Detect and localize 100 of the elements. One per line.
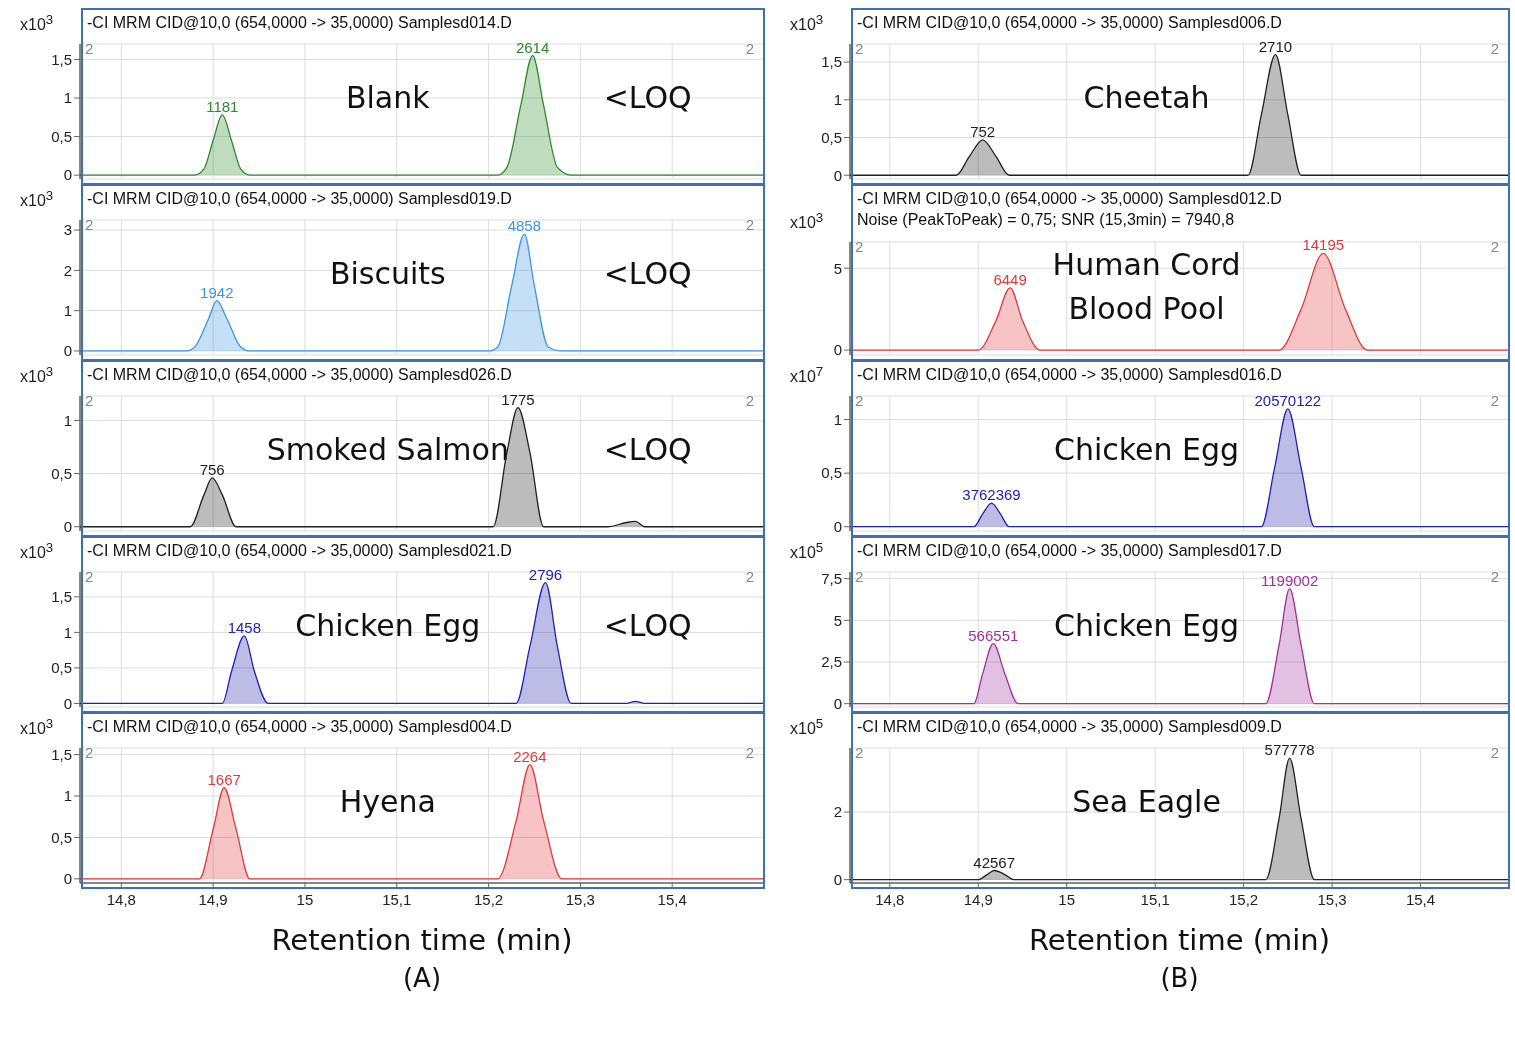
- y-axis-title: x10$^{3}$: [20, 540, 54, 563]
- y-tick-label: 0,5: [51, 464, 72, 482]
- annotation: 1181: [206, 97, 239, 115]
- y-tick-label: 0,5: [51, 659, 72, 677]
- annotation: 14195: [1302, 236, 1345, 254]
- annotation: 2: [745, 216, 754, 233]
- annotation: 2614: [515, 38, 550, 56]
- chart-title: -CI MRM CID@10,0 (654,0000 -> 35,0000) Samplesd019.D: [87, 189, 512, 209]
- y-tick-label: 2,5: [821, 653, 842, 671]
- x-axis-title: Retention time (min): [270, 923, 574, 957]
- annotation: 2: [85, 568, 94, 585]
- annotation: 2: [745, 568, 754, 585]
- y-tick-label: 7,5: [821, 569, 842, 587]
- annotation: 1775: [501, 390, 535, 408]
- y-axis-title: x10$^{5}$: [790, 716, 824, 739]
- x-tick-label: 15,1: [382, 891, 412, 908]
- y-tick-label: 0,5: [51, 127, 72, 145]
- y-tick-label: 0,5: [821, 128, 842, 146]
- annotation: 2: [85, 216, 94, 233]
- x-tick-label: 15,4: [657, 891, 687, 908]
- chart-title: -CI MRM CID@10,0 (654,0000 -> 35,0000) Samplesd006.D: [857, 13, 1282, 33]
- annotation: 1199002: [1260, 571, 1319, 589]
- x-tick-label: 15,3: [1317, 891, 1347, 908]
- annotation: 756: [199, 460, 225, 478]
- annotation: Chicken Egg: [295, 607, 481, 645]
- y-tick-label: 1: [63, 302, 72, 319]
- x-tick-label: 15,2: [1229, 891, 1259, 908]
- annotation: 2: [855, 744, 864, 761]
- y-tick-label: 1: [63, 623, 72, 641]
- x-tick-label: 15: [1058, 891, 1076, 908]
- x-axis-title: Retention time (min): [1027, 923, 1332, 957]
- annotation: 2: [855, 392, 864, 409]
- x-tick-label: 15,1: [1140, 891, 1170, 908]
- annotation: Chicken Egg: [1053, 607, 1240, 645]
- x-tick-label: 14,9: [198, 891, 228, 908]
- y-tick-label: 1,5: [51, 745, 72, 763]
- y-tick-label: 1,5: [821, 53, 842, 71]
- annotation: 2: [85, 392, 94, 409]
- annotation: Cheetah: [1083, 79, 1210, 117]
- chart-title: -CI MRM CID@10,0 (654,0000 -> 35,0000) Samplesd017.D: [857, 541, 1282, 561]
- annotation: 2710: [1258, 37, 1293, 55]
- y-tick-label: 2: [833, 803, 842, 821]
- annotation: 2: [1490, 40, 1499, 57]
- chart-title: -CI MRM CID@10,0 (654,0000 -> 35,0000) Samplesd014.D: [87, 13, 512, 33]
- y-axis-title: x10$^{5}$: [790, 540, 824, 563]
- x-tick-label: 14,8: [875, 891, 905, 908]
- y-tick-label: 1,5: [51, 588, 72, 606]
- y-tick-label: 0,5: [51, 828, 72, 846]
- annotation: 2: [855, 568, 864, 585]
- y-tick-label: 0: [63, 166, 72, 184]
- annotation: 3762369: [962, 486, 1021, 504]
- y-tick-label: 1: [63, 787, 72, 805]
- annotation: 42567: [973, 853, 1016, 871]
- annotation: 1942: [200, 283, 234, 301]
- annotation: 20570122: [1254, 391, 1322, 409]
- annotation: 2: [1490, 392, 1499, 409]
- y-tick-label: 0: [63, 342, 72, 360]
- text: (A): [401, 963, 443, 993]
- y-tick-label: 0: [833, 341, 842, 359]
- x-tick-label: 15: [296, 891, 314, 908]
- annotation: 2: [745, 40, 754, 57]
- annotation: Blank: [345, 79, 430, 117]
- y-tick-label: 0,5: [821, 464, 842, 482]
- annotation: 2: [855, 238, 864, 255]
- annotation: 2: [85, 40, 94, 57]
- y-tick-label: 5: [833, 259, 842, 277]
- y-tick-label: 1: [833, 91, 842, 109]
- annotation: 2: [1490, 568, 1499, 585]
- annotation: 4858: [507, 217, 542, 235]
- y-tick-label: 0: [833, 166, 842, 184]
- annotation: Chicken Egg: [1053, 431, 1240, 469]
- annotation: 2: [745, 744, 754, 761]
- y-axis-title: x10$^{3}$: [20, 364, 54, 387]
- text: (B): [1159, 963, 1200, 993]
- x-tick-label: 15,3: [565, 891, 595, 908]
- annotation: <LOQ: [603, 79, 692, 117]
- annotation: 2: [855, 40, 864, 57]
- chart-subtitle: Noise (PeakToPeak) = 0,75; SNR (15,3min) = 7940,8: [857, 210, 1236, 230]
- x-tick-label: 14,8: [106, 891, 136, 908]
- annotation: Hyena: [339, 783, 436, 821]
- y-tick-label: 1: [833, 410, 842, 428]
- chart-title: -CI MRM CID@10,0 (654,0000 -> 35,0000) Samplesd012.D: [857, 189, 1282, 209]
- annotation: 752: [970, 122, 996, 140]
- y-tick-label: 0: [63, 518, 72, 536]
- annotation: 2: [1490, 238, 1499, 255]
- annotation: <LOQ: [603, 431, 692, 469]
- y-tick-label: 1,5: [51, 50, 72, 68]
- annotation: 577778: [1264, 741, 1315, 759]
- annotation: 2: [745, 392, 754, 409]
- y-axis-title: x10$^{3}$: [20, 188, 54, 211]
- x-tick-label: 14,9: [963, 891, 993, 908]
- chart-title: -CI MRM CID@10,0 (654,0000 -> 35,0000) Samplesd009.D: [857, 717, 1282, 737]
- y-axis-title: x10$^{7}$: [790, 364, 824, 387]
- chart-title: -CI MRM CID@10,0 (654,0000 -> 35,0000) Samplesd021.D: [87, 541, 512, 561]
- chart-title: -CI MRM CID@10,0 (654,0000 -> 35,0000) Samplesd026.D: [87, 365, 512, 385]
- y-axis-title: x10$^{3}$: [790, 12, 824, 35]
- chart-title: -CI MRM CID@10,0 (654,0000 -> 35,0000) Samplesd004.D: [87, 717, 512, 737]
- y-tick-label: 1: [63, 89, 72, 107]
- y-tick-label: 3: [63, 221, 72, 239]
- y-tick-label: 0: [833, 518, 842, 536]
